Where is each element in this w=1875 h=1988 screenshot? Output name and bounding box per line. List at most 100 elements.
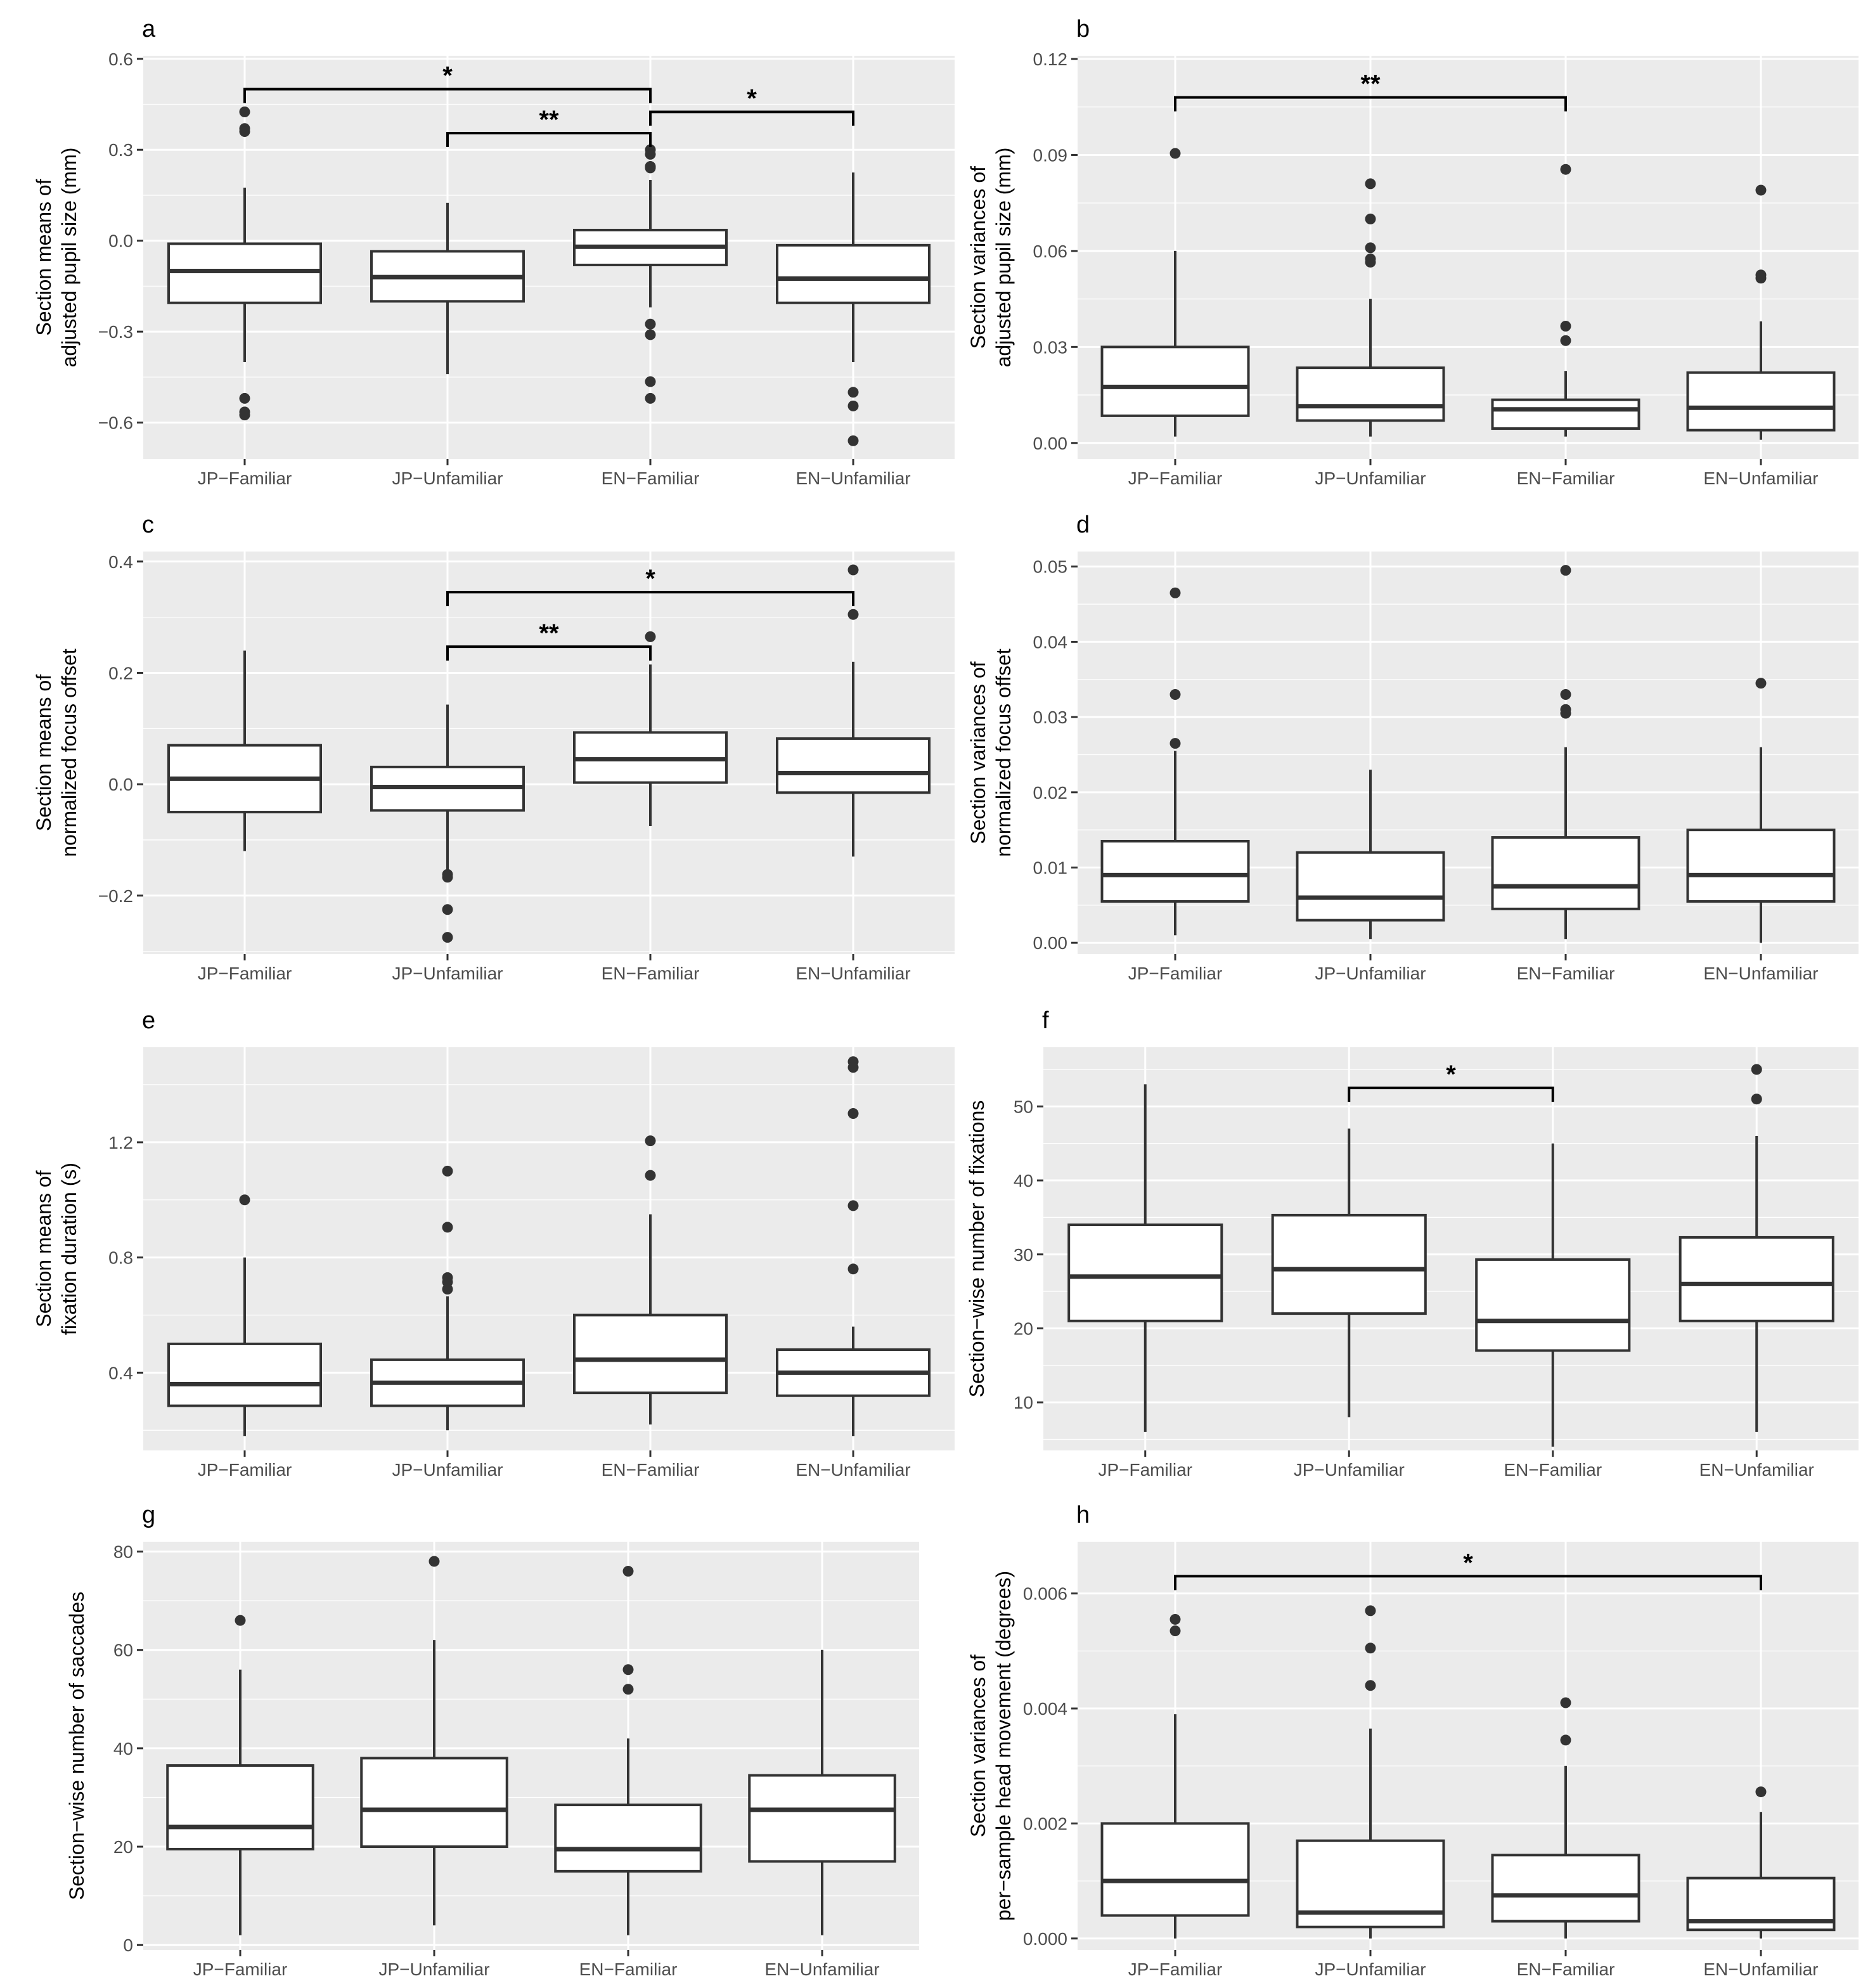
outlier-point: [1169, 1613, 1181, 1625]
outlier-point: [1365, 178, 1376, 190]
outlier-point: [645, 392, 656, 404]
box-iqr: [1491, 398, 1640, 430]
y-tick-label: 0.00: [1033, 933, 1068, 953]
significance-label: *: [1446, 1061, 1456, 1088]
y-tick-label: −0.2: [98, 886, 133, 906]
outlier-point: [847, 1107, 859, 1119]
y-axis-title-line: fixation duration (s): [58, 1163, 81, 1335]
x-tick-label: EN−Familiar: [1517, 964, 1615, 983]
y-axis-title-line: normalized focus offset: [992, 649, 1015, 857]
y-tick-label: 40: [113, 1739, 133, 1759]
x-tick-label: JP−Familiar: [198, 468, 292, 488]
y-tick-label: 40: [1014, 1171, 1033, 1191]
outlier-point: [239, 410, 250, 421]
boxplot-3: [554, 1566, 702, 1935]
box-iqr: [776, 243, 931, 304]
y-tick-label: 60: [113, 1641, 133, 1660]
y-axis-title-line: Section variances of: [967, 166, 989, 349]
y-axis-title-line: Section variances of: [967, 1655, 989, 1837]
significance-bracket: [649, 110, 854, 126]
box-iqr: [1475, 1258, 1631, 1352]
boxplot-2: [1271, 1128, 1427, 1417]
y-tick-label: 0.04: [1033, 632, 1068, 652]
outlier-point: [1560, 707, 1571, 719]
box-iqr: [167, 1342, 322, 1407]
boxplot-4: [776, 564, 931, 857]
y-axis-title: Section means of fixation duration (s): [32, 1163, 81, 1335]
outlier-point: [239, 126, 250, 138]
panel-letter: g: [142, 1502, 155, 1528]
y-axis-title-line: Section means of: [32, 674, 55, 831]
y-tick-label: 0.03: [1033, 337, 1068, 357]
outlier-point: [1560, 321, 1571, 332]
significance-label: *: [645, 565, 655, 593]
outlier-point: [442, 932, 453, 943]
panel-h: 0.000 0.002 0.004 0.006 JP−Familiar JP−Unfami…: [967, 1502, 1859, 1979]
x-tick-label: JP−Unfamiliar: [1315, 964, 1426, 983]
boxplot-1: [1100, 1613, 1250, 1939]
boxplot-3: [1475, 1143, 1631, 1447]
boxplot-1: [167, 650, 322, 851]
outlier-point: [645, 376, 656, 387]
outlier-point: [1169, 689, 1181, 700]
outlier-point: [1169, 587, 1181, 598]
outlier-point: [622, 1664, 634, 1675]
significance-bracket: [446, 131, 652, 147]
box-iqr: [748, 1774, 896, 1863]
outlier-point: [1560, 565, 1571, 576]
x-tick-label: EN−Familiar: [1517, 1959, 1615, 1979]
boxplot-1: [167, 106, 322, 421]
panel-f: 10 20 30 40 50 JP−Familiar JP−Unfamiliar EN−Fam…: [965, 1007, 1859, 1480]
outlier-point: [645, 1170, 656, 1181]
y-axis-title: Section−wise number of saccades: [65, 1592, 88, 1900]
significance-bracket: [1348, 1087, 1554, 1102]
y-tick-label: 0.0: [108, 231, 133, 251]
x-tick-label: JP−Unfamiliar: [392, 964, 503, 983]
significance-label: **: [539, 106, 559, 134]
y-axis-title-line: Section−wise number of saccades: [65, 1592, 88, 1900]
panel-e: 0.4 0.8 1.2 JP−Familiar JP−Unfamiliar EN−Fami…: [32, 1007, 955, 1480]
boxplot-2: [1296, 178, 1445, 437]
x-tick-label: JP−Familiar: [1128, 468, 1223, 488]
y-axis-title: Section variances of adjusted pupil size …: [967, 148, 1015, 368]
box-iqr: [573, 1314, 728, 1395]
outlier-point: [235, 1615, 246, 1626]
boxplot-1: [1100, 148, 1250, 437]
y-tick-label: 0.002: [1023, 1814, 1067, 1833]
outlier-point: [847, 564, 859, 576]
y-tick-label: −0.6: [98, 413, 133, 433]
outlier-point: [645, 318, 656, 330]
outlier-point: [622, 1566, 634, 1577]
y-tick-label: 1.2: [108, 1133, 133, 1152]
x-tick-label: JP−Familiar: [198, 1460, 292, 1480]
y-tick-label: 30: [1014, 1245, 1033, 1265]
significance-bracket: [446, 591, 854, 607]
box-iqr: [166, 1764, 314, 1850]
boxplot-2: [1296, 770, 1445, 939]
outlier-point: [1365, 1680, 1376, 1691]
y-tick-label: 0.006: [1023, 1584, 1067, 1604]
y-tick-label: 0.3: [108, 140, 133, 160]
box-iqr: [167, 242, 322, 304]
panel-letter: h: [1076, 1502, 1090, 1528]
box-iqr: [1296, 851, 1445, 922]
outlier-point: [1365, 242, 1376, 254]
y-tick-label: −0.3: [98, 322, 133, 342]
boxplot-4: [776, 172, 931, 446]
box-iqr: [1686, 829, 1836, 903]
boxplot-1: [167, 1194, 322, 1436]
outlier-point: [442, 1165, 453, 1177]
x-tick-label: EN−Unfamiliar: [1699, 1460, 1814, 1480]
y-tick-label: 0.004: [1023, 1699, 1067, 1719]
x-tick-label: JP−Unfamiliar: [378, 1959, 489, 1979]
outlier-point: [1169, 738, 1181, 749]
outlier-point: [847, 609, 859, 620]
outlier-point: [1169, 148, 1181, 159]
y-axis-title-line: Section variances of: [967, 661, 989, 844]
outlier-point: [847, 1200, 859, 1211]
outlier-point: [442, 872, 453, 883]
y-axis-title: Section−wise number of fixations: [965, 1100, 988, 1398]
box-iqr: [1678, 1236, 1834, 1322]
x-tick-label: EN−Familiar: [602, 468, 700, 488]
y-tick-label: 0.0: [108, 775, 133, 794]
